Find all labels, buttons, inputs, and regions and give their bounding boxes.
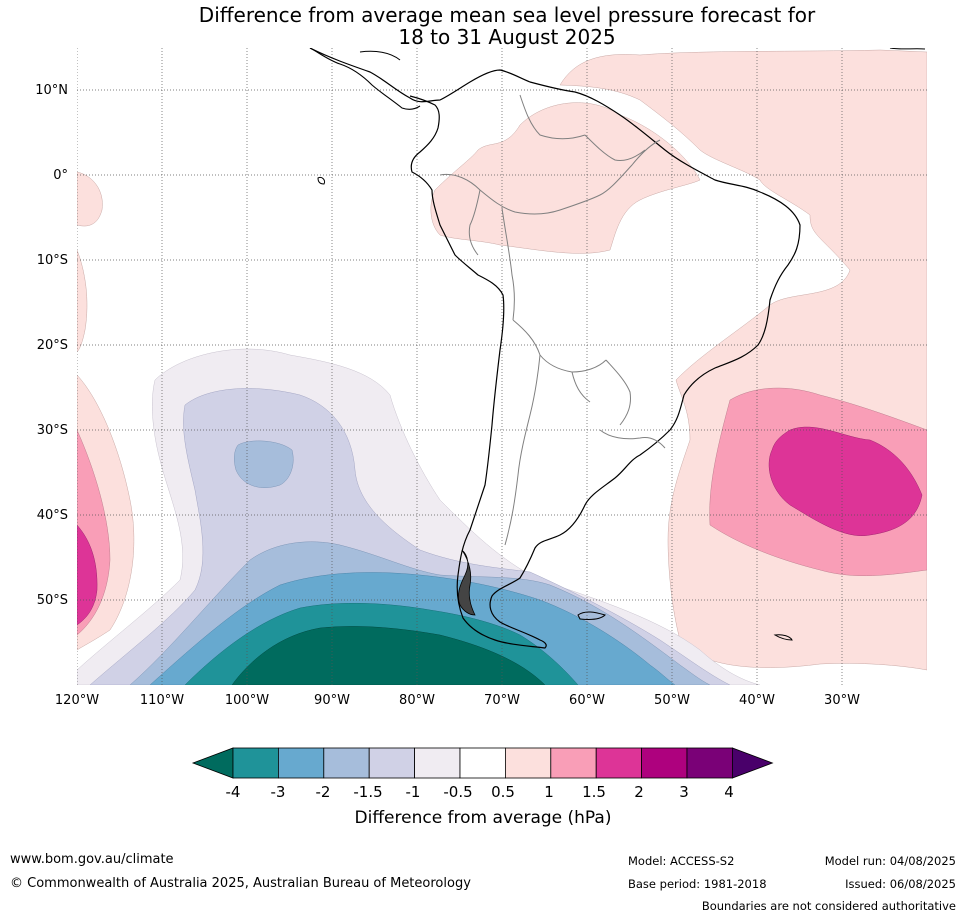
- colorbar-cells: [191, 747, 774, 779]
- gridlines: [77, 48, 927, 685]
- lat-label-30s: 30°S: [36, 423, 68, 438]
- negative-anomaly-4: [231, 626, 546, 685]
- colorbar-cell: [686, 747, 733, 779]
- colorbar-tick: -1.5: [353, 783, 383, 801]
- falkland-islands: [577, 611, 606, 620]
- issued-date: Issued: 06/08/2025: [845, 877, 956, 891]
- colorbar-tick: 1: [544, 783, 554, 801]
- galapagos-islands: [317, 177, 325, 185]
- boundaries-note: Boundaries are not considered authoritat…: [701, 899, 956, 913]
- colorbar-cell: [278, 747, 325, 779]
- chart-title: Difference from average mean sea level p…: [0, 4, 965, 48]
- lon-label-110w: 110°W: [139, 693, 185, 708]
- country-borders: [439, 94, 666, 546]
- model-name: Model: ACCESS-S2: [628, 854, 735, 868]
- colorbar-cell: [368, 747, 415, 779]
- title-line-2: 18 to 31 August 2025: [398, 25, 616, 49]
- colorbar-cell: [414, 747, 461, 779]
- colorbar-label: Difference from average (hPa): [354, 808, 612, 828]
- colorbar-cell: [641, 747, 688, 779]
- pressure-anomaly-map: [77, 48, 927, 685]
- colorbar-tick: 1.5: [582, 783, 606, 801]
- colorbar-cell: [504, 747, 552, 779]
- lon-label-120w: 120°W: [54, 693, 100, 708]
- lat-label-40s: 40°S: [36, 508, 68, 523]
- colorbar-tick: -3: [270, 783, 286, 801]
- positive-anomaly-0.5-west-mid: [77, 249, 88, 353]
- south-america-coastline: [309, 48, 801, 649]
- colorbar-tick: -2: [315, 783, 331, 801]
- colorbar-tick: -4: [225, 783, 241, 801]
- title-line-1: Difference from average mean sea level p…: [198, 3, 816, 27]
- lon-label-90w: 90°W: [314, 693, 350, 708]
- model-run-date: Model run: 04/08/2025: [824, 854, 956, 868]
- base-period: Base period: 1981-2018: [628, 877, 767, 891]
- colorbar-extend-low: [191, 747, 234, 779]
- positive-anomaly-0.5-amazon: [430, 102, 701, 254]
- central-america-coastline: [309, 48, 421, 110]
- colorbar-tick: 4: [724, 783, 734, 801]
- colorbar-tick: 3: [679, 783, 689, 801]
- colorbar-cell: [232, 747, 279, 779]
- colorbar-cell: [550, 747, 597, 779]
- colorbar-cell: [595, 747, 643, 779]
- colorbar-tick: -0.5: [443, 783, 473, 801]
- lat-label-10n: 10°N: [35, 83, 68, 98]
- colorbar-tick: -1: [405, 783, 421, 801]
- lon-label-50w: 50°W: [654, 693, 690, 708]
- south-georgia: [773, 634, 793, 641]
- caribbean-coastline: [359, 48, 926, 61]
- lat-label-20s: 20°S: [36, 338, 68, 353]
- lon-label-100w: 100°W: [224, 693, 270, 708]
- colorbar-extend-high: [732, 747, 774, 779]
- colorbar-tick: 2: [634, 783, 644, 801]
- copyright-text: © Commonwealth of Australia 2025, Austra…: [10, 876, 471, 891]
- lon-label-70w: 70°W: [484, 693, 520, 708]
- lon-label-60w: 60°W: [569, 693, 605, 708]
- colorbar-tick: 0.5: [491, 783, 515, 801]
- colorbar: [191, 747, 774, 779]
- colorbar-cell: [459, 747, 506, 779]
- lon-label-40w: 40°W: [739, 693, 775, 708]
- lon-label-80w: 80°W: [399, 693, 435, 708]
- negative-anomaly-1.5-core: [234, 440, 294, 488]
- lon-label-30w: 30°W: [824, 693, 860, 708]
- website-link[interactable]: www.bom.gov.au/climate: [10, 852, 174, 867]
- chilean-fjords: [457, 549, 476, 616]
- positive-anomaly-0.5-west-north: [77, 171, 103, 227]
- lat-label-50s: 50°S: [36, 593, 68, 608]
- positive-anomaly-1.5-atlantic: [768, 426, 923, 537]
- lat-label-0: 0°: [53, 168, 68, 183]
- colorbar-cell: [323, 747, 370, 779]
- lat-label-10s: 10°S: [36, 253, 68, 268]
